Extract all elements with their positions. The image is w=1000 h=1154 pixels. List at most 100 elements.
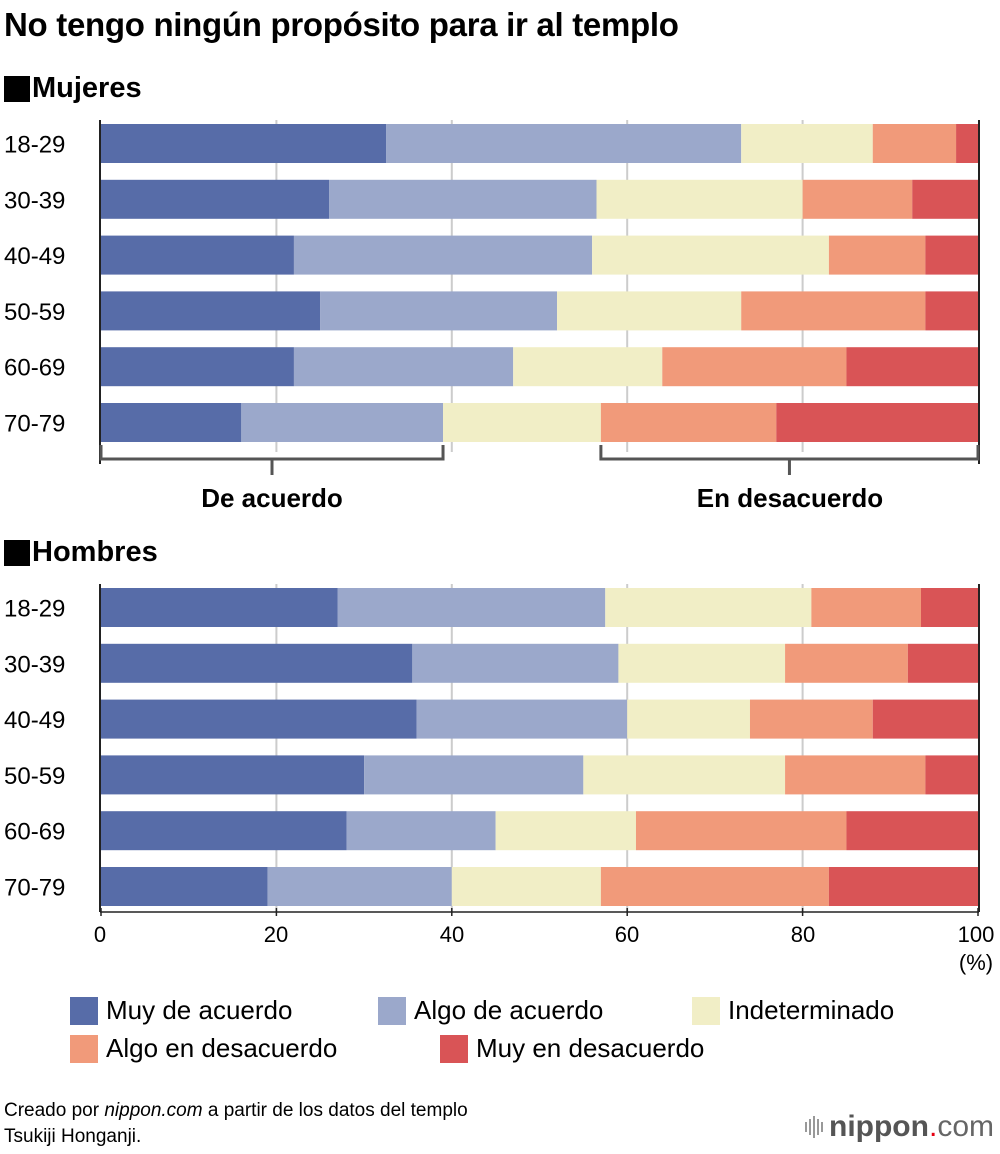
row-label: 70-79 — [4, 875, 65, 902]
bar-segment-algo-de-acuerdo — [320, 291, 558, 331]
legend-label: Muy de acuerdo — [106, 995, 293, 1025]
bracket-label-agree: De acuerdo — [201, 483, 343, 513]
legend-swatch — [378, 996, 406, 1025]
logo-bars-icon — [805, 1116, 823, 1138]
stacked-bar-chart: 18-29 30-39 40-49 50-59 60-69 70-79 18-29 30-39… — [4, 120, 994, 975]
row-label: 18-29 — [4, 132, 65, 159]
labels-layer: 18-29 30-39 40-49 50-59 60-69 70-79 18-29 30-39… — [4, 132, 65, 902]
legend-item-muy-en-desacuerdo: Muy en desacuerdo — [440, 1033, 704, 1064]
bar-segment-algo-en-desacuerdo — [741, 291, 926, 331]
x-tick-label: 40 — [440, 922, 464, 947]
bar-segment-algo-en-desacuerdo — [662, 347, 847, 387]
bar-segment-muy-de-acuerdo — [101, 811, 347, 851]
x-tick-label: 100 — [958, 922, 995, 947]
bar-segment-indeterminado — [605, 588, 812, 627]
bar-segment-algo-de-acuerdo — [386, 124, 742, 163]
row-label: 40-49 — [4, 707, 65, 734]
bar-segment-indeterminado — [583, 755, 786, 795]
bar-segment-algo-en-desacuerdo — [749, 699, 873, 739]
bar-segment-algo-en-desacuerdo — [600, 403, 777, 442]
x-tick-label: 80 — [791, 922, 815, 947]
bar-segment-muy-en-desacuerdo — [828, 867, 978, 906]
bar-segment-muy-en-desacuerdo — [925, 235, 978, 275]
bar-segment-muy-de-acuerdo — [101, 235, 294, 275]
bar-segment-algo-de-acuerdo — [412, 643, 619, 683]
x-tick-label: 20 — [264, 922, 288, 947]
bar-segment-muy-de-acuerdo — [101, 867, 268, 906]
logo-tld: com — [937, 1110, 994, 1143]
source-suffix: a partir de los datos del templo — [202, 1100, 468, 1121]
chart-title: No tengo ningún propósito para ir al tem… — [4, 6, 679, 43]
x-axis: 0 20 40 60 80 100 (%) — [94, 922, 994, 975]
legend-item-algo-en-desacuerdo: Algo en desacuerdo — [70, 1033, 337, 1064]
legend-label: Indeterminado — [728, 995, 895, 1025]
x-tick-label: 0 — [94, 922, 106, 947]
bar-segment-indeterminado — [513, 347, 663, 387]
bar-segment-algo-en-desacuerdo — [811, 588, 921, 627]
square-bullet-icon — [4, 539, 30, 566]
bar-segment-muy-en-desacuerdo — [872, 699, 978, 739]
bar-segment-muy-en-desacuerdo — [925, 291, 978, 331]
bar-segment-algo-de-acuerdo — [416, 699, 628, 739]
bar-segment-muy-de-acuerdo — [101, 588, 338, 627]
bar-segment-muy-en-desacuerdo — [920, 588, 978, 627]
bar-segment-algo-en-desacuerdo — [802, 179, 913, 219]
bar-segment-indeterminado — [741, 124, 873, 163]
bracket-label-disagree: En desacuerdo — [697, 483, 883, 513]
bar-segment-indeterminado — [557, 291, 742, 331]
logo-dot: . — [928, 1110, 938, 1143]
legend-swatch — [70, 1034, 98, 1063]
bar-segment-algo-de-acuerdo — [329, 179, 597, 219]
bar-segment-algo-en-desacuerdo — [872, 124, 957, 163]
bracket-layer: De acuerdo En desacuerdo — [99, 445, 980, 513]
bar-segment-muy-de-acuerdo — [101, 699, 417, 739]
bar-segment-muy-de-acuerdo — [101, 291, 321, 331]
row-label: 50-59 — [4, 763, 65, 790]
bar-segment-muy-en-desacuerdo — [925, 755, 978, 795]
bar-segment-muy-en-desacuerdo — [912, 179, 978, 219]
bar-segment-algo-en-desacuerdo — [785, 755, 926, 795]
legend-label: Algo en desacuerdo — [106, 1033, 338, 1063]
legend-item-indeterminado: Indeterminado — [692, 995, 894, 1026]
x-tick-label: 60 — [615, 922, 639, 947]
bracket-agree — [99, 445, 445, 461]
bar-segment-indeterminado — [627, 699, 750, 739]
bar-segment-muy-de-acuerdo — [101, 347, 294, 387]
bar-segment-algo-de-acuerdo — [364, 755, 584, 795]
section-title-hombres: Hombres — [4, 536, 158, 569]
nippon-logo: nippon. com — [805, 1110, 994, 1144]
bar-segment-indeterminado — [495, 811, 636, 851]
bar-segment-algo-de-acuerdo — [293, 347, 514, 387]
grid-layer — [275, 120, 804, 912]
bar-segment-algo-de-acuerdo — [293, 235, 593, 275]
legend-swatch — [70, 996, 98, 1025]
bar-segment-indeterminado — [451, 867, 601, 906]
bar-segment-algo-en-desacuerdo — [785, 643, 908, 683]
bar-segment-indeterminado — [443, 403, 601, 442]
bar-segment-indeterminado — [592, 235, 829, 275]
bar-segment-algo-en-desacuerdo — [828, 235, 926, 275]
bar-segment-muy-de-acuerdo — [101, 179, 330, 219]
bar-segment-muy-en-desacuerdo — [776, 403, 978, 442]
source-note: Creado por nippon.com a partir de los da… — [4, 1098, 468, 1150]
bar-segment-muy-en-desacuerdo — [846, 347, 978, 387]
section-label: Hombres — [32, 536, 158, 568]
row-label: 60-69 — [4, 355, 65, 382]
source-line2: Tsukiji Honganji. — [4, 1126, 142, 1147]
row-label: 50-59 — [4, 299, 65, 326]
section-label: Mujeres — [32, 72, 142, 104]
bar-segment-muy-de-acuerdo — [101, 403, 242, 442]
logo-name: nippon — [829, 1110, 929, 1143]
x-axis-unit: (%) — [959, 950, 993, 975]
bar-segment-algo-en-desacuerdo — [635, 811, 847, 851]
bar-segment-muy-en-desacuerdo — [846, 811, 978, 851]
legend-item-muy-de-acuerdo: Muy de acuerdo — [70, 995, 292, 1026]
legend-label: Muy en desacuerdo — [476, 1033, 705, 1063]
source-prefix: Creado por — [4, 1100, 105, 1121]
bar-segment-algo-en-desacuerdo — [600, 867, 829, 906]
row-label: 40-49 — [4, 243, 65, 270]
row-label: 18-29 — [4, 596, 65, 623]
bar-segment-indeterminado — [618, 643, 786, 683]
row-label: 60-69 — [4, 819, 65, 846]
row-label: 70-79 — [4, 411, 65, 438]
